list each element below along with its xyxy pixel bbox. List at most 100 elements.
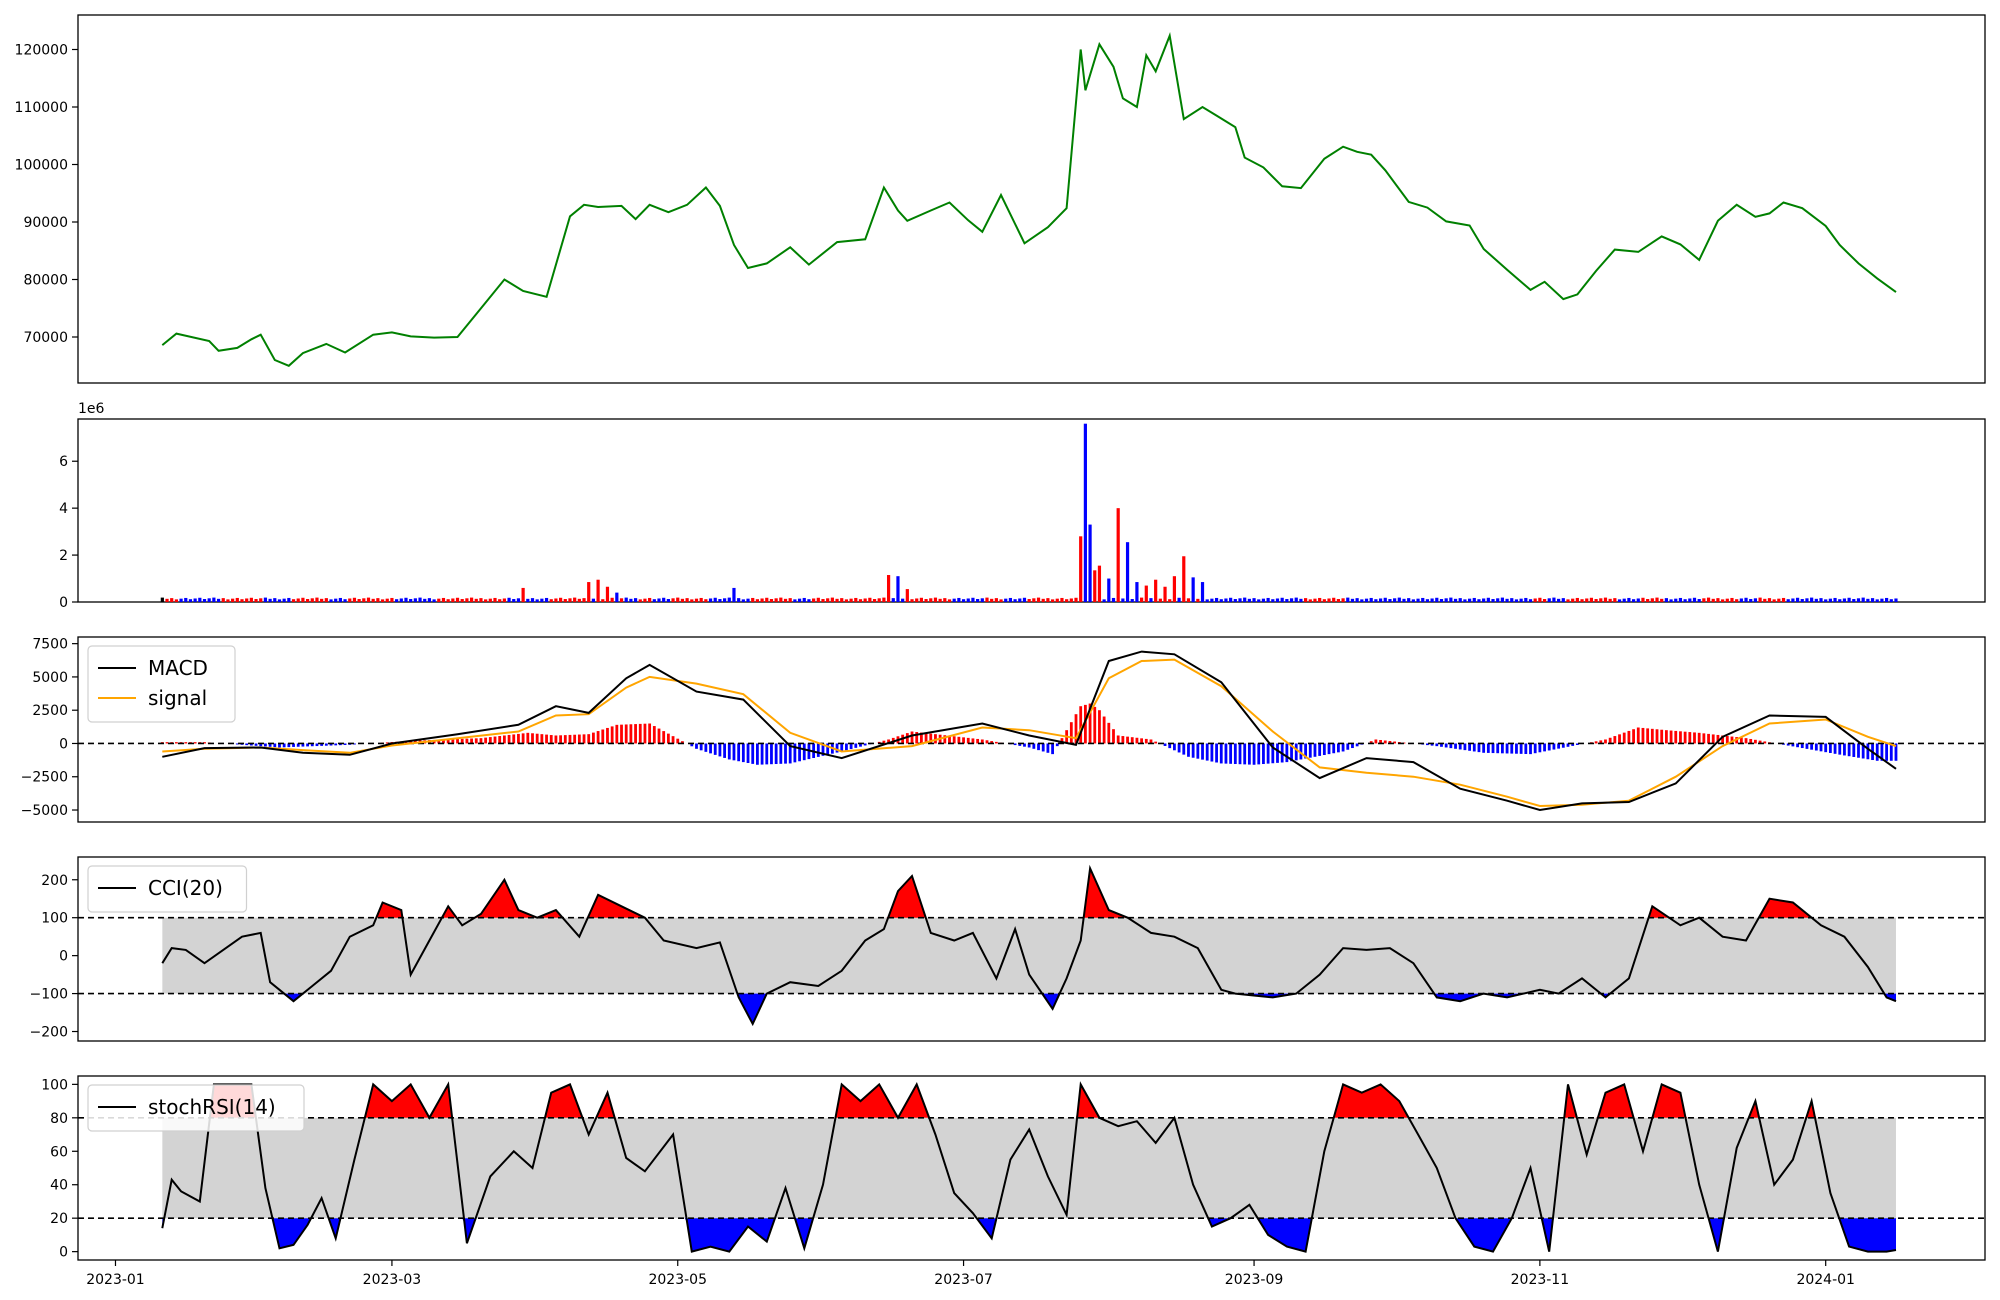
volume-bar bbox=[1289, 598, 1294, 602]
volume-bar bbox=[605, 586, 610, 602]
volume-bar bbox=[990, 598, 994, 602]
volume-bar bbox=[722, 598, 727, 602]
volume-bar bbox=[1791, 598, 1795, 602]
volume-bar bbox=[1046, 598, 1050, 602]
macd-histogram-bar bbox=[966, 737, 970, 744]
volume-bar bbox=[549, 599, 553, 602]
price-ytick-label: 110000 bbox=[15, 100, 68, 116]
macd-histogram-bar bbox=[1664, 730, 1668, 744]
macd-histogram-bar bbox=[652, 726, 656, 744]
volume-bar bbox=[1421, 597, 1425, 602]
volume-bar bbox=[643, 598, 647, 602]
volume-bar bbox=[1641, 597, 1645, 602]
volume-bar bbox=[821, 599, 825, 602]
macd-histogram-bar bbox=[385, 742, 389, 744]
volume-bar bbox=[1571, 598, 1575, 602]
macd-panel: −5000 −2500 0 2500 5000 7500 MACD signal bbox=[21, 636, 1986, 823]
volume-bar bbox=[1519, 598, 1523, 602]
volume-bar bbox=[334, 598, 338, 602]
volume-bar bbox=[905, 589, 909, 602]
volume-bar bbox=[1341, 598, 1345, 602]
volume-bar bbox=[1093, 570, 1097, 602]
macd-histogram-bar bbox=[681, 741, 684, 744]
volume-bar bbox=[399, 598, 403, 602]
volume-bar bbox=[366, 597, 371, 602]
macd-axes-frame bbox=[77, 636, 1986, 823]
volume-bar bbox=[441, 597, 446, 602]
volume-bar bbox=[1079, 536, 1083, 602]
volume-bar bbox=[1252, 598, 1256, 602]
volume-bar bbox=[1275, 598, 1280, 602]
macd-histogram-bar bbox=[1505, 743, 1509, 754]
volume-bar bbox=[577, 598, 581, 602]
macd-histogram-bar bbox=[1337, 743, 1340, 753]
volume-bar bbox=[1172, 576, 1177, 602]
macd-histogram-bar bbox=[948, 735, 951, 744]
macd-histogram-bar bbox=[282, 743, 286, 748]
stochrsi-legend-label: stochRSI(14) bbox=[148, 1095, 276, 1119]
volume-bar bbox=[1444, 598, 1448, 602]
volume-bar bbox=[1163, 586, 1167, 602]
volume-bar bbox=[1346, 597, 1350, 602]
volume-bar bbox=[296, 598, 300, 602]
volume-bar bbox=[1266, 597, 1270, 602]
volume-bar bbox=[1243, 597, 1247, 602]
volume-bar bbox=[1603, 597, 1608, 602]
macd-histogram-bar bbox=[493, 736, 497, 744]
macd-histogram-bar bbox=[301, 743, 305, 747]
volume-bar bbox=[226, 599, 230, 602]
macd-histogram-bar bbox=[610, 726, 614, 744]
macd-histogram-bar bbox=[1130, 737, 1134, 744]
volume-bar bbox=[1777, 598, 1781, 602]
macd-histogram-bar bbox=[1444, 743, 1448, 748]
macd-histogram-bar bbox=[695, 743, 698, 749]
volume-bar bbox=[1594, 599, 1598, 602]
macd-histogram-bar bbox=[563, 735, 567, 744]
volume-bar bbox=[1186, 598, 1191, 602]
macd-histogram-bar bbox=[1032, 743, 1036, 749]
volume-bar bbox=[235, 597, 239, 602]
macd-histogram-bar bbox=[1604, 739, 1607, 744]
macd-histogram-bar bbox=[1646, 728, 1650, 744]
macd-histogram-bar bbox=[264, 743, 267, 747]
volume-bar bbox=[1566, 599, 1570, 602]
volume-bar bbox=[1875, 599, 1879, 602]
macd-histogram-bar bbox=[249, 743, 253, 746]
macd-histogram-bar bbox=[278, 743, 281, 748]
macd-histogram-bar bbox=[1758, 740, 1762, 744]
macd-histogram-bar bbox=[1843, 743, 1846, 756]
volume-bar bbox=[915, 598, 919, 602]
macd-histogram-bar bbox=[310, 743, 314, 747]
macd-histogram-bar bbox=[1308, 743, 1312, 758]
macd-histogram-bar bbox=[1454, 743, 1457, 749]
volume-bar bbox=[690, 599, 694, 602]
macd-histogram-bar bbox=[1861, 743, 1865, 759]
macd-histogram-bar bbox=[512, 734, 516, 744]
macd-histogram-bar bbox=[1355, 743, 1359, 747]
macd-histogram-bar bbox=[957, 736, 961, 744]
volume-bar bbox=[1585, 598, 1589, 602]
x-tick-label: 2023-09 bbox=[1225, 1272, 1284, 1288]
volume-bar bbox=[1692, 597, 1697, 602]
volume-ytick-label: 0 bbox=[59, 595, 68, 611]
volume-bar bbox=[240, 599, 244, 602]
macd-histogram-bar bbox=[1702, 733, 1706, 744]
volume-bar bbox=[526, 598, 530, 602]
macd-histogram-bar bbox=[479, 738, 483, 744]
volume-bar bbox=[933, 597, 938, 602]
volume-bar bbox=[1439, 599, 1444, 602]
macd-histogram-bar bbox=[727, 743, 731, 760]
macd-histogram-bar bbox=[1655, 729, 1659, 744]
volume-bar bbox=[1805, 598, 1809, 602]
volume-bar bbox=[1407, 598, 1411, 602]
volume-bar bbox=[1589, 597, 1594, 602]
volume-bar bbox=[680, 598, 685, 602]
volume-bar bbox=[633, 598, 638, 602]
volume-bar bbox=[816, 597, 820, 602]
macd-histogram-bar bbox=[254, 743, 258, 746]
volume-bar bbox=[783, 598, 788, 602]
macd-histogram-bar bbox=[1304, 743, 1308, 759]
cci-band bbox=[162, 917, 1896, 994]
macd-histogram-bar bbox=[324, 743, 328, 746]
macd-histogram-bar bbox=[549, 735, 553, 744]
